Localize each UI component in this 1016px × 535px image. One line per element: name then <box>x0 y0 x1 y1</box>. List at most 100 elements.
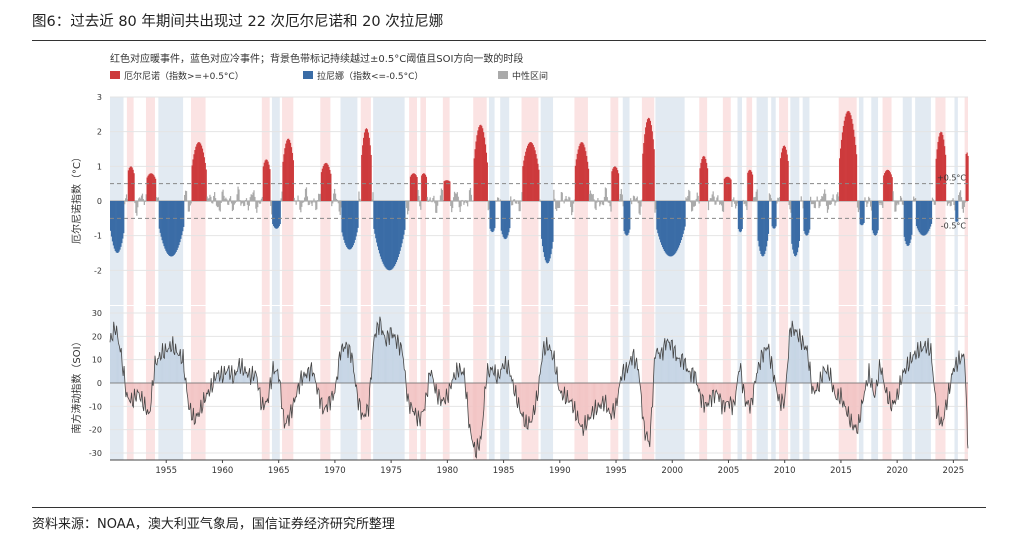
oni-bar <box>424 174 427 201</box>
soi-fill <box>397 334 399 383</box>
oni-bar <box>841 132 844 201</box>
oni-bar <box>842 126 845 201</box>
soi-fill <box>569 383 571 403</box>
soi-fill <box>414 383 416 416</box>
oni-bar <box>690 201 692 203</box>
oni-bar <box>903 201 905 237</box>
oni-bar <box>760 201 762 254</box>
oni-bar <box>895 201 897 212</box>
oni-bar <box>581 142 583 201</box>
soi-fill <box>961 354 963 383</box>
oni-bar <box>671 201 673 257</box>
oni-bar <box>797 201 800 248</box>
oni-bar <box>638 201 640 214</box>
oni-bar <box>840 139 843 201</box>
oni-bar <box>190 201 192 204</box>
soi-fill <box>170 349 172 383</box>
oni-bar <box>403 201 405 235</box>
soi-fill <box>671 340 673 383</box>
soi-fill <box>490 367 492 383</box>
oni-bar <box>254 196 256 201</box>
oni-bar <box>214 192 216 201</box>
soi-fill <box>479 383 481 451</box>
soi-fill <box>167 349 169 383</box>
soi-fill <box>631 356 632 383</box>
oni-bar <box>487 201 489 211</box>
oni-bar <box>245 198 248 201</box>
soi-fill <box>570 383 572 402</box>
oni-bar <box>177 201 179 248</box>
oni-bar <box>237 186 239 201</box>
oni-bar <box>818 201 820 209</box>
oni-bar <box>857 201 860 213</box>
oni-bar <box>715 201 717 205</box>
soi-fill <box>702 383 704 397</box>
oni-bar <box>809 201 811 230</box>
oni-bar <box>551 201 553 249</box>
oni-bar <box>396 201 398 260</box>
oni-bar <box>632 195 635 201</box>
soi-fill <box>165 343 167 383</box>
oni-bar <box>133 173 135 201</box>
soi-fill <box>599 383 601 408</box>
oni-bar <box>319 193 322 201</box>
oni-bar <box>124 198 127 201</box>
oni-bar <box>637 201 639 204</box>
soi-fill <box>188 383 190 410</box>
oni-bar <box>599 201 601 207</box>
oni-bar <box>670 201 672 257</box>
soi-fill <box>401 345 403 383</box>
oni-bar <box>344 201 346 243</box>
oni-bar <box>928 201 930 231</box>
oni-bar <box>242 201 244 203</box>
oni-bar <box>318 193 320 201</box>
oni-bar <box>688 189 690 201</box>
oni-bar <box>327 164 329 201</box>
oni-bar <box>750 170 752 201</box>
oni-bar <box>826 201 829 213</box>
oni-bar <box>831 198 833 201</box>
oni-bar <box>649 120 652 201</box>
oni-bar <box>655 201 657 210</box>
soi-fill <box>344 347 346 383</box>
soi-fill <box>524 383 526 427</box>
oni-bar <box>856 201 859 208</box>
oni-bar <box>523 160 525 201</box>
soi-fill <box>398 341 400 383</box>
soi-fill <box>480 383 482 439</box>
oni-bar <box>941 132 943 201</box>
oni-bar <box>508 201 510 233</box>
oni-bar <box>603 196 606 201</box>
oni-bar <box>361 154 363 201</box>
oni-bar <box>584 147 586 201</box>
oni-bar <box>182 201 184 232</box>
oni-bar <box>667 201 669 256</box>
oni-bar <box>770 198 772 201</box>
oni-bar <box>252 192 254 201</box>
oni-bar <box>239 200 241 201</box>
oni-bar <box>345 201 347 246</box>
soi-fill <box>127 383 129 399</box>
oni-bar <box>624 201 626 234</box>
oni-bar <box>573 199 576 201</box>
oni-bar <box>930 201 933 224</box>
oni-bar <box>832 194 834 201</box>
oni-bar <box>384 201 386 268</box>
oni-bar <box>704 156 706 201</box>
oni-bar <box>712 191 714 201</box>
oni-bar <box>644 134 646 201</box>
soi-fill <box>766 347 768 383</box>
soi-fill <box>799 328 801 383</box>
soi-fill <box>657 347 659 383</box>
oni-bar <box>693 201 696 207</box>
oni-bar <box>513 199 516 201</box>
oni-bar <box>608 201 610 204</box>
oni-bar <box>966 152 968 201</box>
oni-bar <box>867 201 869 204</box>
soi-fill <box>553 350 555 383</box>
soi-fill <box>383 334 385 383</box>
oni-bar <box>633 196 636 201</box>
oni-panel: +0.5°C -0.5°C -2 -1 0 1 2 3 厄尔尼诺指数（°C） <box>70 93 969 305</box>
oni-bar <box>613 167 615 201</box>
oni-bar <box>950 201 952 206</box>
